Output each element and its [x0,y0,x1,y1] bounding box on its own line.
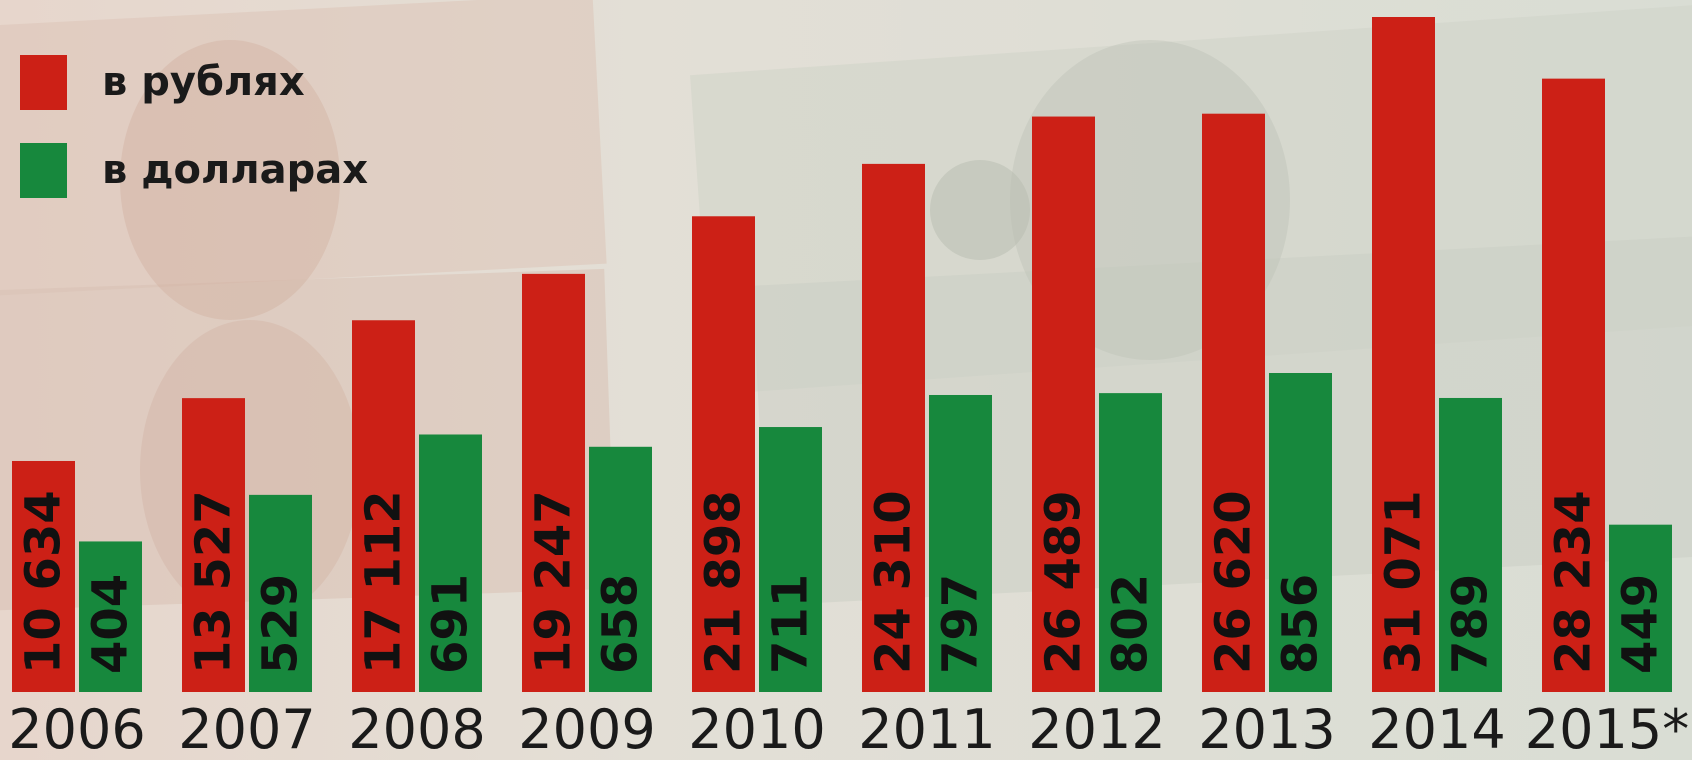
label-rubles-2006: 10 634 [16,490,72,674]
label-rubles-2010: 21 898 [696,490,752,674]
bar-dollars-2013 [1269,373,1332,692]
bar-dollars-2010 [759,427,822,692]
year-label-2011: 2011 [858,698,995,760]
label-dollars-2010: 711 [763,574,819,674]
bar-dollars-2014 [1439,397,1502,692]
label-rubles-2011: 24 310 [866,490,922,674]
bar-rubles-2011 [862,163,925,693]
bar-rubles-2010 [692,216,755,692]
bar-dollars-2006 [79,541,142,692]
year-label-2008: 2008 [348,698,485,760]
bar-rubles-2012 [1032,116,1095,692]
year-label-2010: 2010 [688,698,825,760]
bar-dollars-2011 [929,394,992,692]
bar-dollars-2015 [1609,524,1672,692]
label-rubles-2009: 19 247 [526,490,582,674]
label-dollars-2012: 802 [1103,574,1159,674]
bar-dollars-2012 [1099,393,1162,692]
label-rubles-2007: 13 527 [186,490,242,674]
label-dollars-2009: 658 [593,574,649,674]
label-dollars-2011: 797 [933,574,989,674]
legend-swatch-rubles [20,55,67,110]
year-label-2015: 2015* [1525,698,1689,760]
year-label-2009: 2009 [518,698,655,760]
label-dollars-2008: 691 [423,574,479,674]
bar-rubles-2009 [522,273,585,692]
legend-swatch-dollars [20,143,67,198]
label-rubles-2008: 17 112 [356,490,412,674]
label-dollars-2006: 404 [83,574,139,674]
label-dollars-2013: 856 [1273,574,1329,674]
bar-dollars-2009 [589,446,652,692]
label-rubles-2014: 31 071 [1376,490,1432,674]
year-label-2014: 2014 [1368,698,1505,760]
bar-rubles-2015 [1542,78,1605,693]
bar-rubles-2007 [182,398,245,692]
bar-rubles-2006 [12,460,75,692]
bars-group [12,17,1672,693]
label-rubles-2012: 26 489 [1036,490,1092,674]
year-label-2006: 2006 [8,698,145,760]
bar-rubles-2014 [1372,17,1435,692]
year-label-2013: 2013 [1198,698,1335,760]
legend: в рублях в долларах [20,55,368,198]
label-rubles-2013: 26 620 [1206,490,1262,674]
year-labels-group: 2006 2007 2008 2009 2010 2011 2012 2013 2014 2015… [8,698,1689,760]
bar-labels-group: 10 634 404 13 527 529 17 112 691 19 247 658 21 8… [16,490,1669,674]
legend-label-dollars: в долларах [102,147,368,193]
legend-label-rubles: в рублях [102,59,305,105]
bar-rubles-2013 [1202,113,1265,692]
bar-dollars-2007 [249,494,312,692]
label-dollars-2007: 529 [253,574,309,674]
bar-dollars-2008 [419,434,482,692]
year-label-2007: 2007 [178,698,315,760]
bar-rubles-2008 [352,320,415,692]
label-rubles-2015: 28 234 [1546,490,1602,674]
year-label-2012: 2012 [1028,698,1165,760]
label-dollars-2014: 789 [1443,574,1499,674]
label-dollars-2015: 449 [1613,574,1669,674]
